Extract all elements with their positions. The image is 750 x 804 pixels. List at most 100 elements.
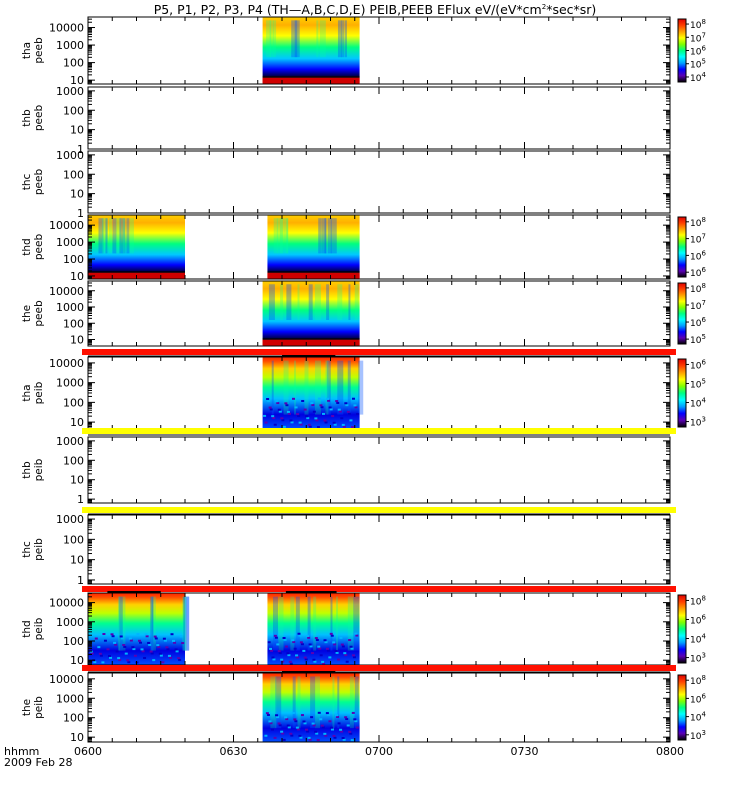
spectrum-speckle bbox=[119, 635, 123, 638]
spectrum-speckle bbox=[351, 711, 355, 714]
y-tick-label: 10 bbox=[70, 416, 84, 429]
spectrum-streak bbox=[150, 596, 156, 651]
y-label-probe: the bbox=[21, 305, 33, 322]
spectrum-speckle bbox=[314, 417, 318, 420]
y-tick-label: 10 bbox=[70, 270, 84, 283]
spectrum-speckle bbox=[313, 660, 317, 663]
spectrum-speckle bbox=[300, 643, 304, 646]
y-label-probe: thb bbox=[21, 109, 33, 127]
spectrum-streak bbox=[353, 596, 360, 651]
spectrum-speckle bbox=[102, 633, 106, 636]
spectrum-streak bbox=[279, 218, 283, 254]
spectrum-speckle bbox=[282, 425, 286, 428]
spectrum-speckle bbox=[323, 639, 327, 642]
spectrum-speckle bbox=[342, 738, 346, 741]
spectrum-speckle bbox=[101, 661, 105, 664]
spectrum-speckle bbox=[303, 656, 307, 659]
spectrum-speckle bbox=[299, 423, 303, 426]
spectrum-speckle bbox=[280, 730, 284, 733]
y-label-product: peib bbox=[33, 617, 45, 640]
spectrum-speckle bbox=[285, 404, 289, 407]
spectrum-speckle bbox=[355, 726, 359, 729]
spectrum-speckle bbox=[328, 656, 332, 659]
spectrum-speckle bbox=[156, 644, 160, 647]
spectrum-speckle bbox=[273, 423, 277, 426]
spectrum-speckle bbox=[289, 732, 293, 735]
panel-thcpeib: 1 10 100 1000 thc peib bbox=[21, 507, 676, 587]
spectrum-speckle bbox=[293, 718, 297, 721]
spectrum-speckle bbox=[143, 656, 147, 659]
spectrum-streak bbox=[349, 676, 354, 729]
spectrum-streak bbox=[112, 218, 117, 254]
spectrum-speckle bbox=[111, 635, 115, 638]
spectrum-speckle bbox=[319, 718, 323, 721]
spectrum-speckle bbox=[157, 646, 161, 649]
colorbar-tick-label: 103 bbox=[690, 729, 706, 742]
spectrum-speckle bbox=[275, 400, 279, 403]
spectrum-speckle bbox=[352, 656, 356, 659]
spectrum-speckle bbox=[267, 399, 271, 402]
spectrum-speckle bbox=[316, 425, 320, 428]
spectrum-streak bbox=[294, 360, 297, 415]
spectrum-speckle bbox=[326, 713, 330, 716]
spectrum-speckle bbox=[307, 736, 311, 739]
spectrum-speckle bbox=[344, 716, 348, 719]
spectrum-block-thdpeeb-1 bbox=[267, 215, 360, 279]
spectrum-speckle bbox=[337, 408, 341, 411]
spectrum-speckle bbox=[334, 649, 338, 652]
y-tick-label: 1000 bbox=[56, 149, 84, 162]
spectrum-speckle bbox=[317, 711, 321, 714]
spectrum-streak bbox=[354, 284, 359, 320]
colorbar-tick-label: 106 bbox=[690, 358, 706, 371]
y-tick-label: 10 bbox=[70, 554, 84, 567]
spectrum-block-thapeeb-0 bbox=[262, 17, 360, 84]
spectrum-speckle bbox=[144, 633, 148, 636]
spectrum-speckle bbox=[90, 652, 94, 655]
spectrum-speckle bbox=[286, 652, 290, 655]
spectrum-speckle bbox=[123, 645, 127, 648]
spectrum-speckle bbox=[285, 718, 289, 721]
spectrum-speckle bbox=[126, 659, 130, 662]
spectrum-streak bbox=[327, 218, 332, 254]
spectrum-speckle bbox=[354, 632, 358, 635]
spectrum-speckle bbox=[324, 641, 328, 644]
spectrum-speckle bbox=[350, 647, 354, 650]
colorbar-tick-label: 108 bbox=[690, 18, 706, 31]
y-tick-label: 100 bbox=[63, 635, 84, 648]
spectrum-streak bbox=[330, 218, 337, 254]
spectrum-streak bbox=[184, 596, 190, 651]
spectrum-speckle bbox=[266, 398, 270, 401]
spectrum-speckle bbox=[329, 726, 333, 729]
spectrum-streak bbox=[307, 596, 311, 651]
spectrum-speckle bbox=[298, 421, 302, 424]
spectrum-streak bbox=[150, 596, 154, 651]
spectrum-speckle bbox=[292, 641, 296, 644]
spectrum-speckle bbox=[103, 639, 107, 642]
colorbar-thepeib bbox=[677, 674, 687, 741]
spectrum-speckle bbox=[299, 736, 303, 739]
spectrum-streak bbox=[283, 218, 289, 254]
spectrum-speckle bbox=[351, 397, 355, 400]
y-tick-label: 1 bbox=[77, 207, 84, 220]
spectrum-streak bbox=[101, 218, 108, 254]
panel-thbpeib: 1 10 100 1000 thb peib bbox=[21, 428, 676, 506]
coverage-marker bbox=[285, 591, 337, 593]
spectrum-speckle bbox=[340, 643, 344, 646]
y-tick-label: 100 bbox=[63, 104, 84, 117]
panel-frame-thepeib bbox=[87, 672, 671, 743]
y-tick-label: 10 bbox=[70, 654, 84, 667]
spectrum-speckle bbox=[170, 633, 174, 636]
spectrum-speckle bbox=[288, 660, 292, 663]
spectrum-speckle bbox=[328, 406, 332, 409]
spectrum-speckle bbox=[148, 643, 152, 646]
spectrum-speckle bbox=[270, 728, 274, 731]
spectrum-speckle bbox=[277, 722, 281, 725]
spectrum-streak bbox=[294, 20, 300, 58]
spectrum-speckle bbox=[312, 410, 316, 413]
spectrum-speckle bbox=[266, 713, 270, 716]
spectrum-speckle bbox=[340, 417, 344, 420]
spectrum-speckle bbox=[324, 421, 328, 424]
spectrum-speckle bbox=[99, 654, 103, 657]
spectrum-speckle bbox=[328, 720, 332, 723]
